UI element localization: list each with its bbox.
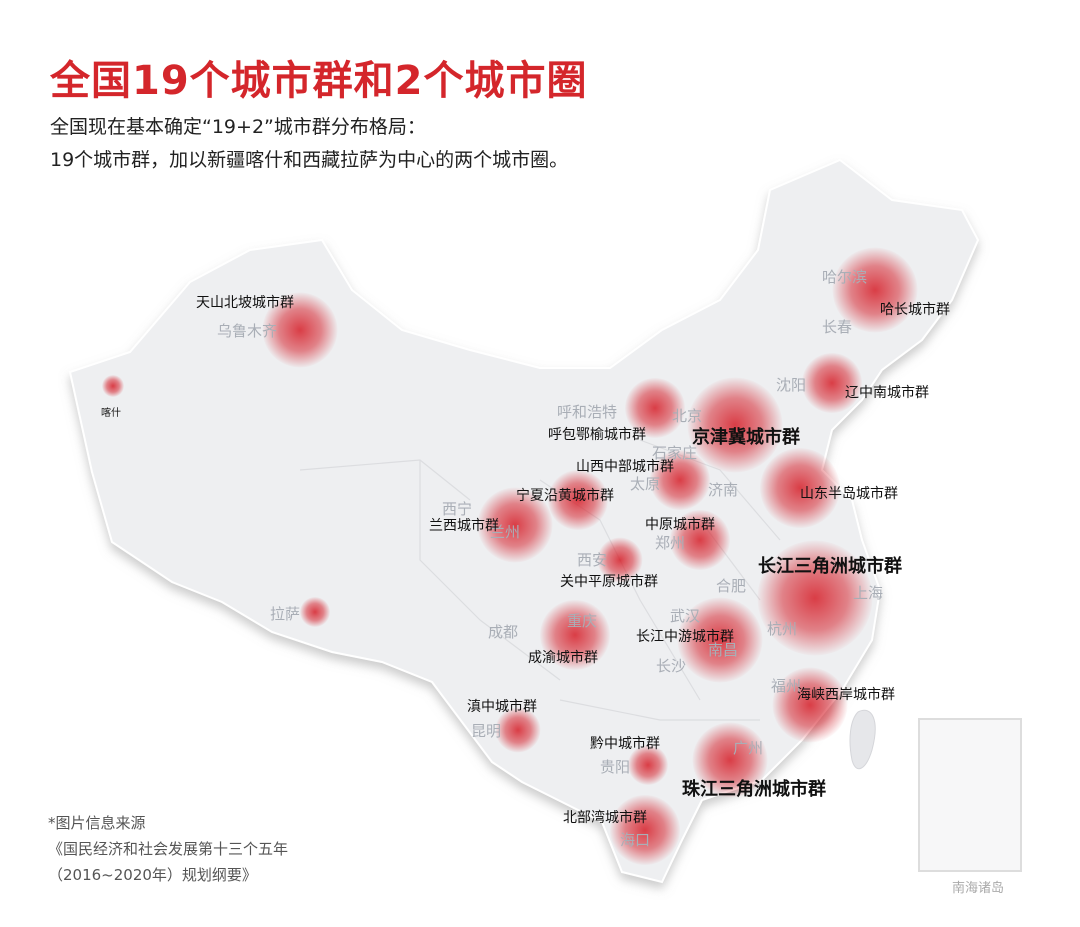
city-label: 贵阳 — [600, 758, 631, 776]
cluster-highlight — [650, 450, 710, 510]
cluster-label: 珠江三角洲城市群 — [682, 779, 826, 800]
cluster-highlight — [687, 377, 783, 473]
city-circle-label: 喀什 — [101, 408, 121, 419]
city-label: 成都 — [488, 623, 519, 641]
city-label: 合肥 — [716, 577, 747, 595]
cluster-highlight — [760, 448, 840, 528]
city-label: 长沙 — [656, 657, 687, 675]
city-label: 哈尔滨 — [822, 268, 868, 286]
city-label: 上海 — [853, 584, 884, 602]
city-circle-highlight — [300, 597, 330, 627]
inset-label: 南海诸岛 — [952, 881, 1005, 896]
cluster-label: 哈长城市群 — [880, 302, 950, 318]
city-label: 石家庄 — [652, 444, 698, 462]
city-circle-label: 拉萨 — [270, 605, 301, 623]
city-label: 呼和浩特 — [557, 403, 618, 421]
cluster-label: 中原城市群 — [645, 517, 715, 533]
cluster-highlight — [495, 707, 541, 753]
city-circle-highlight — [102, 375, 124, 397]
cluster-label: 成渝城市群 — [528, 650, 598, 666]
city-label: 杭州 — [767, 620, 798, 638]
city-label: 郑州 — [655, 534, 686, 552]
cluster-label: 辽中南城市群 — [845, 385, 929, 401]
cluster-highlight — [670, 510, 730, 570]
city-label: 广州 — [733, 739, 764, 757]
city-label: 乌鲁木齐 — [217, 322, 278, 340]
source-line-2: 《国民经济和社会发展第十三个五年 — [48, 840, 289, 858]
cluster-highlight — [677, 597, 763, 683]
cluster-highlight — [610, 795, 680, 865]
cluster-label: 山东半岛城市群 — [800, 486, 898, 502]
cluster-label: 关中平原城市群 — [560, 574, 658, 590]
city-label: 兰州 — [490, 523, 521, 541]
city-label: 西宁 — [442, 500, 473, 518]
cluster-label: 兰西城市群 — [429, 518, 499, 534]
cluster-label: 宁夏沿黄城市群 — [516, 488, 614, 504]
cluster-label: 天山北坡城市群 — [196, 295, 294, 311]
cluster-highlight — [832, 247, 918, 333]
city-label: 沈阳 — [776, 376, 807, 394]
cluster-highlight — [772, 667, 848, 743]
city-label: 海口 — [620, 831, 651, 849]
cluster-label: 长江三角洲城市群 — [758, 556, 902, 577]
city-label: 济南 — [708, 481, 739, 499]
cluster-highlight — [802, 353, 862, 413]
city-label: 长春 — [822, 318, 853, 336]
cluster-label: 黔中城市群 — [590, 736, 660, 752]
cluster-label: 京津冀城市群 — [692, 427, 800, 448]
cluster-label: 滇中城市群 — [467, 699, 537, 715]
city-label: 西安 — [577, 551, 608, 569]
cluster-highlight — [477, 487, 553, 563]
city-label: 重庆 — [567, 612, 598, 630]
cluster-label: 长江中游城市群 — [636, 629, 734, 645]
taiwan-outline — [849, 709, 876, 770]
south-china-sea-inset — [918, 718, 1022, 872]
subtitle-line-2: 19个城市群，加以新疆喀什和西藏拉萨为中心的两个城市圈。 — [50, 149, 569, 171]
cluster-highlight — [540, 600, 610, 670]
city-label: 太原 — [630, 475, 661, 493]
page-title: 全国19个城市群和2个城市圈 — [50, 58, 588, 104]
cluster-label: 海峡西岸城市群 — [797, 687, 895, 703]
cluster-highlight — [548, 470, 608, 530]
city-label: 北京 — [672, 407, 703, 425]
subtitle-line-1: 全国现在基本确定“19+2”城市群分布格局： — [50, 116, 426, 138]
city-label: 南昌 — [708, 641, 739, 659]
city-label: 昆明 — [471, 722, 502, 740]
cluster-label: 北部湾城市群 — [563, 810, 647, 826]
city-label: 福州 — [771, 677, 802, 695]
cluster-highlight — [628, 745, 668, 785]
city-label: 武汉 — [670, 607, 701, 625]
cluster-highlight — [757, 540, 873, 656]
cluster-highlight — [692, 722, 768, 798]
cluster-label: 呼包鄂榆城市群 — [548, 427, 646, 443]
cluster-highlight — [625, 378, 685, 438]
cluster-label: 山西中部城市群 — [576, 459, 674, 475]
source-line-1: *图片信息来源 — [48, 814, 146, 832]
source-line-3: （2016~2020年）规划纲要》 — [48, 866, 257, 884]
cluster-highlight — [597, 537, 643, 583]
cluster-highlight — [262, 292, 338, 368]
